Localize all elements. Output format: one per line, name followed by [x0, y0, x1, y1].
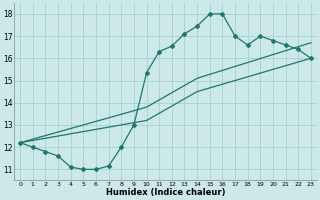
X-axis label: Humidex (Indice chaleur): Humidex (Indice chaleur) — [106, 188, 225, 197]
